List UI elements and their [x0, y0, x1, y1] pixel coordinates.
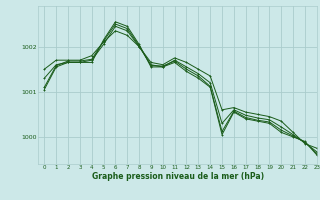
- X-axis label: Graphe pression niveau de la mer (hPa): Graphe pression niveau de la mer (hPa): [92, 172, 264, 181]
